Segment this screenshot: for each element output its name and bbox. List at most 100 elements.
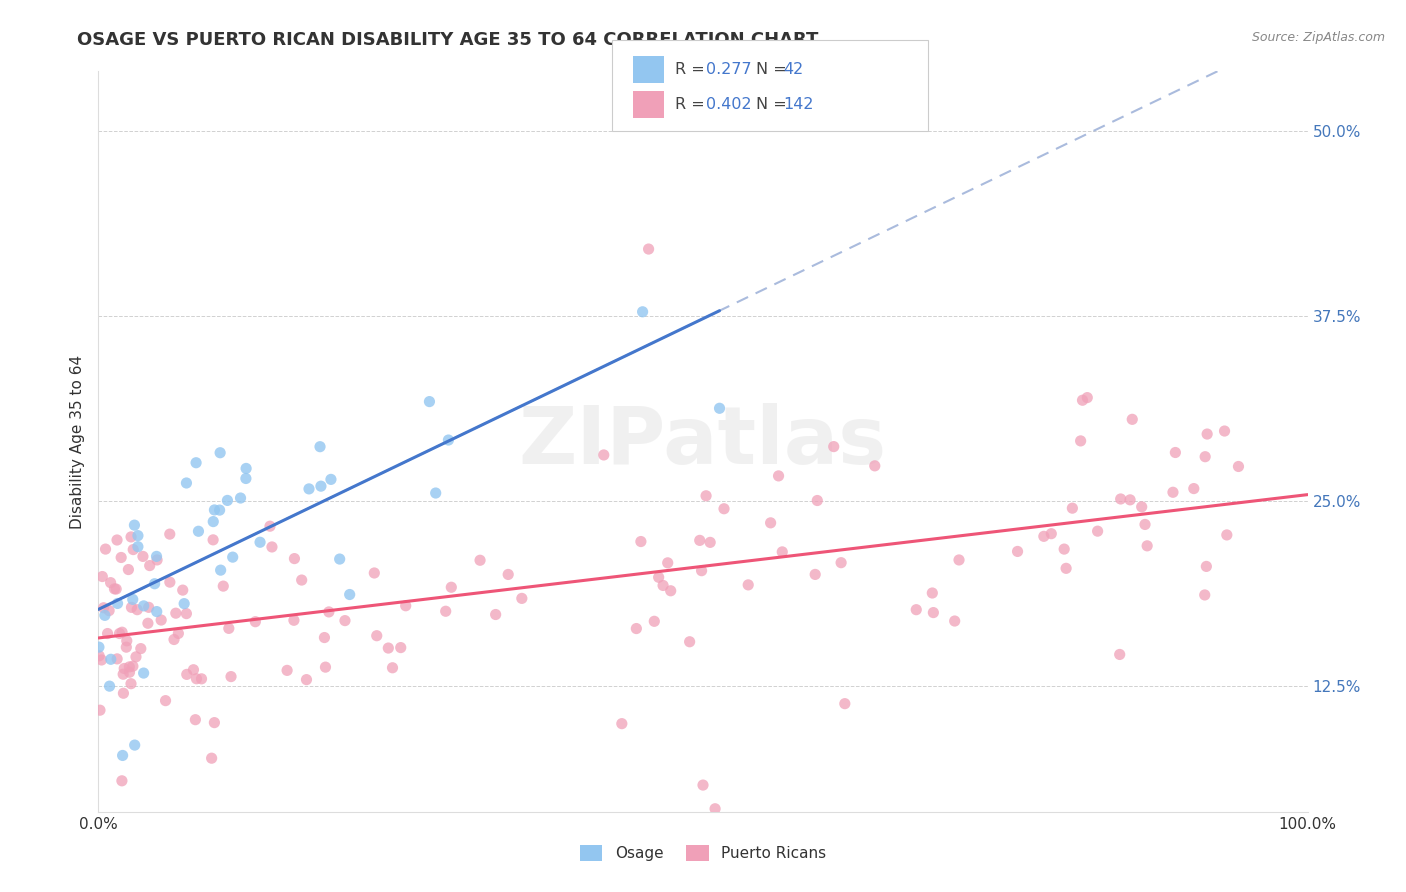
Osage (329, 552, 352, 566)
Puerto Ricans (283, 613, 305, 627)
Osage (132, 599, 155, 613)
Puerto Ricans (89, 648, 111, 663)
Puerto Ricans (120, 530, 142, 544)
Puerto Ricans (94, 542, 117, 557)
Puerto Ricans (806, 493, 828, 508)
Puerto Ricans (276, 664, 298, 678)
Puerto Ricans (167, 626, 190, 640)
Text: R =: R = (675, 62, 710, 77)
Puerto Ricans (1164, 445, 1187, 459)
Osage (309, 479, 332, 493)
Osage (249, 535, 271, 549)
Puerto Ricans (643, 615, 665, 629)
Puerto Ricans (1216, 528, 1239, 542)
Osage (204, 503, 226, 517)
Puerto Ricans (118, 665, 141, 680)
Puerto Ricans (91, 569, 114, 583)
Osage (184, 456, 207, 470)
Puerto Ricans (630, 534, 652, 549)
Osage (187, 524, 209, 539)
Puerto Ricans (1194, 588, 1216, 602)
Puerto Ricans (1087, 524, 1109, 538)
Puerto Ricans (212, 579, 235, 593)
Puerto Ricans (186, 672, 208, 686)
Puerto Ricans (1040, 526, 1063, 541)
Puerto Ricans (440, 580, 463, 594)
Puerto Ricans (381, 661, 404, 675)
Osage (145, 549, 167, 564)
Puerto Ricans (713, 501, 735, 516)
Puerto Ricans (159, 527, 181, 541)
Puerto Ricans (759, 516, 782, 530)
Puerto Ricans (1070, 434, 1092, 448)
Puerto Ricans (218, 621, 240, 635)
Puerto Ricans (652, 578, 675, 592)
Puerto Ricans (905, 603, 928, 617)
Puerto Ricans (97, 626, 120, 640)
Puerto Ricans (318, 605, 340, 619)
Puerto Ricans (138, 600, 160, 615)
Puerto Ricans (176, 667, 198, 681)
Osage (127, 540, 149, 554)
Puerto Ricans (510, 591, 533, 606)
Puerto Ricans (136, 616, 159, 631)
Puerto Ricans (690, 564, 713, 578)
Osage (107, 597, 129, 611)
Puerto Ricans (496, 567, 519, 582)
Puerto Ricans (626, 622, 648, 636)
Puerto Ricans (1121, 412, 1143, 426)
Puerto Ricans (295, 673, 318, 687)
Osage (202, 515, 225, 529)
Puerto Ricans (823, 440, 845, 454)
Puerto Ricans (1136, 539, 1159, 553)
Puerto Ricans (163, 632, 186, 647)
Puerto Ricans (468, 553, 491, 567)
Puerto Ricans (1161, 485, 1184, 500)
Osage (208, 503, 231, 517)
Puerto Ricans (117, 563, 139, 577)
Puerto Ricans (485, 607, 508, 622)
Puerto Ricans (118, 660, 141, 674)
Puerto Ricans (657, 556, 679, 570)
Puerto Ricans (112, 667, 135, 681)
Puerto Ricans (830, 556, 852, 570)
Puerto Ricans (804, 567, 827, 582)
Puerto Ricans (1007, 544, 1029, 558)
Osage (425, 486, 447, 500)
Osage (124, 518, 146, 533)
Osage (145, 605, 167, 619)
Puerto Ricans (172, 583, 194, 598)
Puerto Ricans (1197, 427, 1219, 442)
Osage (229, 491, 252, 505)
Puerto Ricans (115, 640, 138, 655)
Puerto Ricans (1195, 559, 1218, 574)
Puerto Ricans (120, 676, 142, 690)
Puerto Ricans (659, 583, 682, 598)
Puerto Ricans (100, 575, 122, 590)
Osage (127, 528, 149, 542)
Puerto Ricans (1227, 459, 1250, 474)
Puerto Ricans (363, 566, 385, 580)
Osage (298, 482, 321, 496)
Osage (94, 608, 117, 623)
Puerto Ricans (592, 448, 614, 462)
Text: 42: 42 (783, 62, 803, 77)
Puerto Ricans (108, 626, 131, 640)
Puerto Ricans (1053, 542, 1076, 557)
Puerto Ricans (692, 778, 714, 792)
Puerto Ricans (434, 604, 457, 618)
Puerto Ricans (699, 535, 721, 549)
Puerto Ricans (120, 600, 142, 615)
Osage (319, 472, 342, 486)
Text: OSAGE VS PUERTO RICAN DISABILITY AGE 35 TO 64 CORRELATION CHART: OSAGE VS PUERTO RICAN DISABILITY AGE 35 … (77, 31, 818, 49)
Puerto Ricans (291, 573, 314, 587)
Text: N =: N = (756, 62, 793, 77)
Puerto Ricans (695, 489, 717, 503)
Osage (121, 592, 143, 607)
Puerto Ricans (122, 542, 145, 557)
Osage (100, 652, 122, 666)
Puerto Ricans (1076, 391, 1098, 405)
Puerto Ricans (202, 533, 225, 547)
Puerto Ricans (138, 558, 160, 573)
Y-axis label: Disability Age 35 to 64: Disability Age 35 to 64 (69, 354, 84, 529)
